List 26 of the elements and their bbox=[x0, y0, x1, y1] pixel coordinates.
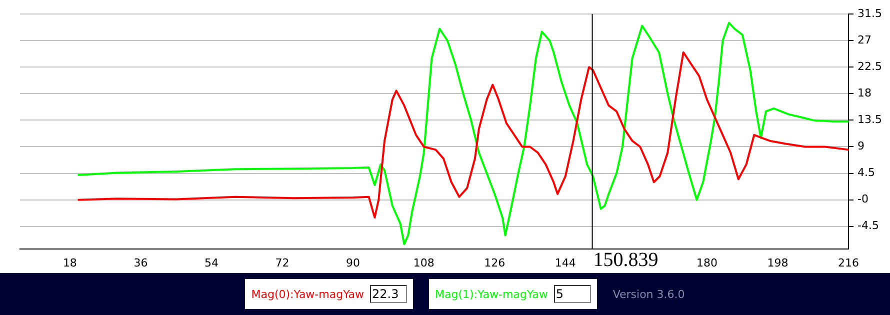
x-tick-label: 36 bbox=[134, 256, 148, 270]
y-tick-label: 31.5 bbox=[858, 6, 882, 20]
y-tick-label: 18 bbox=[858, 86, 872, 100]
x-tick-label: 90 bbox=[346, 256, 360, 270]
text: 22.3 bbox=[370, 285, 408, 303]
x-tick-label: 108 bbox=[413, 256, 434, 270]
x-tick-label: 144 bbox=[554, 256, 576, 270]
y-tick-label: 27 bbox=[858, 33, 872, 46]
x-tick-label: 126 bbox=[484, 256, 506, 270]
text: Mag(1):Yaw-magYaw bbox=[435, 288, 548, 300]
ref-line-label: 150.839 bbox=[593, 249, 658, 272]
y-tick-label: 9 bbox=[858, 140, 865, 153]
x-tick-label: 216 bbox=[838, 256, 860, 270]
x-tick-label: 54 bbox=[204, 256, 218, 270]
text: 5 bbox=[554, 285, 591, 303]
text: Version 3.6.0 bbox=[612, 288, 685, 300]
text: Mag(0):Yaw-magYaw bbox=[251, 288, 364, 300]
y-tick-label: 4.5 bbox=[858, 166, 876, 180]
x-tick-label: 180 bbox=[696, 256, 718, 270]
y-tick-label: 22.5 bbox=[858, 60, 882, 73]
x-tick-label: 198 bbox=[767, 256, 788, 270]
y-tick-label: 13.5 bbox=[858, 113, 882, 126]
y-tick-label: -4.5 bbox=[858, 219, 879, 232]
x-tick-label: 18 bbox=[62, 256, 77, 270]
y-tick-label: -0 bbox=[858, 192, 868, 206]
x-tick-label: 72 bbox=[275, 256, 290, 270]
